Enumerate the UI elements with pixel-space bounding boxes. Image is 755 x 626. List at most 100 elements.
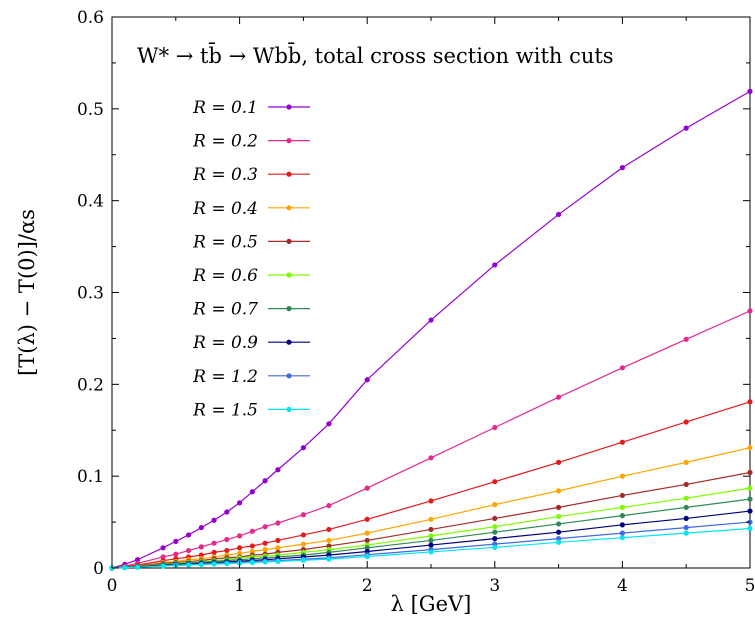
data-point: [160, 545, 166, 551]
legend: R = 0.1 R = 0.2 R = 0.3 R = 0.4 R = 0.5 R = 0…: [192, 98, 310, 420]
data-point: [556, 513, 562, 520]
data-point: [428, 549, 434, 555]
series-line: [111, 447, 751, 569]
y-tick-label: 0: [93, 559, 104, 579]
legend-marker: [286, 104, 292, 110]
data-point: [198, 524, 204, 531]
data-point: [224, 536, 230, 543]
data-point: [683, 481, 689, 488]
data-point: [747, 525, 753, 532]
data-point: [300, 541, 306, 547]
data-point: [492, 524, 498, 530]
data-point: [556, 459, 562, 465]
data-point: [556, 504, 562, 510]
data-point: [428, 317, 434, 323]
data-point: [237, 500, 243, 506]
legend-item: R = 0.2: [192, 132, 310, 152]
data-point: [160, 563, 166, 569]
legend-item: R = 0.4: [192, 199, 310, 219]
legend-item: R = 0.1: [192, 98, 310, 118]
legend-label: R = 1.2: [192, 367, 258, 387]
data-point: [275, 558, 281, 564]
data-point: [326, 421, 332, 427]
x-tick-label: 4: [617, 576, 628, 596]
data-point: [683, 419, 689, 425]
chart-title: W* → tb̄ → Wbb̄, total cross section wit…: [137, 42, 614, 68]
data-point: [364, 537, 370, 544]
data-point: [747, 469, 753, 476]
data-point: [160, 554, 166, 560]
y-tick-label: 0.4: [77, 192, 104, 212]
y-tick-label: 0.1: [77, 467, 104, 487]
x-axis-label: λ [GeV]: [391, 592, 472, 616]
data-point: [249, 548, 255, 555]
data-point: [556, 488, 562, 494]
series-layer: [109, 88, 753, 571]
legend-marker: [286, 238, 292, 244]
data-point: [134, 557, 141, 563]
data-point: [262, 559, 268, 565]
data-point: [326, 556, 332, 562]
data-point: [198, 544, 204, 550]
data-point: [683, 336, 689, 342]
data-point: [428, 526, 434, 533]
legend-item: R = 0.5: [192, 232, 310, 252]
data-point: [683, 495, 689, 501]
legend-marker: [286, 339, 292, 345]
data-point: [300, 512, 306, 518]
data-point: [492, 479, 498, 485]
data-point: [747, 399, 753, 405]
data-point: [237, 550, 243, 556]
data-point: [683, 530, 689, 536]
series-line: [111, 310, 751, 569]
legend-marker: [286, 373, 292, 379]
data-point: [198, 561, 204, 568]
legend-label: R = 1.5: [192, 400, 258, 420]
data-point: [619, 492, 626, 499]
y-tick-label: 0.6: [77, 8, 104, 28]
data-point: [619, 165, 626, 171]
data-point: [364, 516, 370, 522]
data-point: [747, 508, 753, 514]
data-point: [683, 524, 689, 531]
series-group: [109, 88, 753, 571]
x-tick-label: 3: [489, 576, 500, 596]
legend-marker: [286, 171, 292, 177]
legend-marker: [286, 138, 292, 144]
data-point: [262, 540, 268, 546]
data-point: [492, 544, 498, 550]
legend-label: R = 0.9: [192, 333, 258, 353]
data-point: [224, 560, 230, 567]
data-point: [211, 549, 217, 555]
legend-item: R = 0.3: [192, 165, 310, 185]
data-point: [683, 515, 689, 522]
data-point: [556, 529, 562, 535]
legend-label: R = 0.7: [192, 300, 258, 320]
data-point: [492, 502, 498, 508]
legend-label: R = 0.4: [192, 199, 258, 219]
data-point: [619, 535, 626, 541]
data-point: [428, 498, 434, 504]
data-point: [556, 521, 562, 527]
legend-item: R = 0.6: [192, 266, 310, 286]
data-point: [683, 459, 689, 465]
data-point: [683, 504, 689, 510]
x-tick-label: 2: [362, 576, 373, 596]
data-point: [249, 543, 255, 549]
legend-label: R = 0.3: [192, 165, 258, 185]
legend-label: R = 0.5: [192, 232, 258, 252]
data-point: [326, 543, 332, 549]
data-point: [211, 517, 217, 523]
data-point: [262, 524, 268, 530]
y-tick-label: 0.3: [77, 284, 104, 304]
data-point: [249, 559, 255, 566]
series-line: [111, 90, 751, 569]
data-point: [185, 562, 192, 568]
data-point: [300, 557, 306, 563]
plot-area: [109, 16, 753, 571]
data-point: [364, 530, 370, 536]
data-point: [492, 262, 498, 268]
data-point: [275, 520, 281, 526]
legend-label: R = 0.6: [192, 266, 258, 286]
